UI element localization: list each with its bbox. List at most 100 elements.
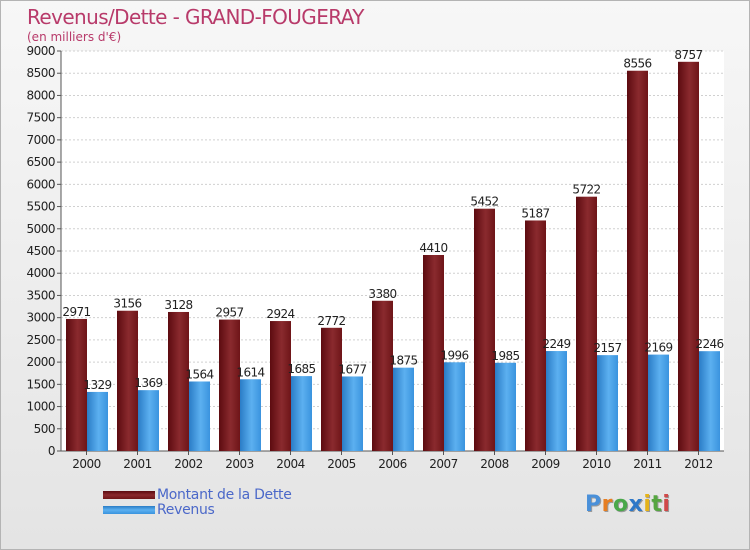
data-label-dette: 3156 [113, 297, 141, 311]
legend: Montant de la Dette Revenus [103, 486, 292, 518]
x-tick-label: 2002 [174, 457, 203, 471]
x-tick-label: 2004 [276, 457, 305, 471]
x-tick-label: 2003 [225, 457, 254, 471]
y-tick-label: 1000 [26, 400, 55, 414]
bar-dette [117, 310, 138, 451]
bar-dette [66, 318, 87, 451]
logo-letter: t [651, 492, 663, 517]
data-label-revenus: 1564 [185, 367, 213, 381]
data-label-revenus: 1875 [389, 354, 417, 368]
logo-letter: r [601, 492, 613, 517]
y-tick-label: 3500 [26, 288, 55, 302]
bar-revenus [189, 381, 210, 451]
y-tick-label: 2500 [26, 333, 55, 347]
y-tick-label: 4000 [26, 266, 55, 280]
y-tick-label: 8000 [26, 88, 55, 102]
legend-label-dette: Montant de la Dette [157, 486, 292, 503]
legend-item-revenus: Revenus [103, 501, 292, 518]
y-tick-label: 9000 [26, 44, 55, 58]
bar-dette [525, 220, 546, 451]
bar-revenus [342, 376, 363, 451]
x-tick-label: 2010 [582, 457, 611, 471]
x-tick-label: 2007 [429, 457, 458, 471]
legend-item-dette: Montant de la Dette [103, 486, 292, 503]
bar-revenus [546, 351, 567, 451]
data-label-revenus: 2246 [695, 337, 723, 351]
data-label-revenus: 1614 [236, 365, 264, 379]
bar-revenus [495, 362, 516, 451]
bar-revenus [138, 390, 159, 451]
bar-dette [678, 61, 699, 452]
y-tick-label: 8500 [26, 66, 55, 80]
y-tick-label: 6000 [26, 177, 55, 191]
y-tick-label: 4500 [26, 244, 55, 258]
logo-letter: o [612, 492, 629, 517]
chart-subtitle: (en milliers d'€) [27, 30, 122, 44]
y-tick-label: 0 [48, 444, 55, 458]
logo-letter: x [628, 492, 644, 517]
bar-revenus [444, 362, 465, 451]
data-label-dette: 2924 [266, 307, 294, 321]
bar-dette [219, 319, 240, 451]
x-tick-label: 2012 [684, 457, 713, 471]
data-label-dette: 3380 [368, 287, 396, 301]
bar-dette [372, 300, 393, 451]
data-label-dette: 5452 [470, 195, 498, 209]
data-label-revenus: 1985 [491, 349, 519, 363]
bar-dette [576, 196, 597, 451]
data-label-dette: 2957 [215, 306, 243, 320]
legend-swatch-revenus [103, 505, 155, 514]
x-tick-label: 2001 [123, 457, 152, 471]
data-label-revenus: 2169 [644, 341, 672, 355]
data-label-dette: 5187 [521, 206, 549, 220]
data-label-revenus: 1369 [134, 376, 162, 390]
y-tick-label: 500 [34, 422, 55, 436]
y-tick-label: 2000 [26, 355, 55, 369]
y-tick-label: 7000 [26, 133, 55, 147]
data-label-dette: 2772 [317, 314, 345, 328]
bar-dette [423, 255, 444, 451]
logo-letter: i [662, 492, 671, 517]
bar-dette [270, 321, 291, 451]
logo-letter: i [643, 492, 652, 517]
x-tick-label: 2011 [633, 457, 662, 471]
data-label-dette: 2971 [62, 305, 90, 319]
data-label-revenus: 1996 [440, 348, 468, 362]
data-label-dette: 5722 [572, 183, 600, 197]
proxiti-logo: Proxiti [585, 492, 670, 517]
legend-label-revenus: Revenus [157, 501, 215, 518]
data-label-revenus: 2249 [542, 337, 570, 351]
bar-dette [474, 208, 495, 451]
y-tick-label: 7500 [26, 111, 55, 125]
logo-letter: P [585, 492, 602, 517]
chart-title: Revenus/Dette - GRAND-FOUGERAY [27, 5, 364, 29]
x-tick-label: 2000 [72, 457, 101, 471]
bar-dette [321, 327, 342, 451]
x-tick-label: 2005 [327, 457, 356, 471]
data-label-dette: 3128 [164, 298, 192, 312]
bar-revenus [393, 367, 414, 451]
x-tick-label: 2008 [480, 457, 509, 471]
bar-revenus [699, 351, 720, 451]
y-tick-label: 5000 [26, 222, 55, 236]
data-label-revenus: 1677 [338, 362, 366, 376]
bar-dette [168, 311, 189, 451]
y-tick-label: 6500 [26, 155, 55, 169]
bar-dette [627, 70, 648, 451]
bar-revenus [87, 391, 108, 451]
data-label-revenus: 2157 [593, 341, 621, 355]
bar-revenus [291, 376, 312, 451]
bar-revenus [648, 354, 669, 451]
data-label-revenus: 1329 [83, 378, 111, 392]
y-tick-label: 3000 [26, 311, 55, 325]
bar-revenus [240, 379, 261, 451]
data-label-revenus: 1685 [287, 362, 315, 376]
x-tick-label: 2006 [378, 457, 407, 471]
x-tick-label: 2009 [531, 457, 560, 471]
data-label-dette: 8556 [623, 57, 651, 71]
data-label-dette: 8757 [674, 48, 702, 62]
y-tick-label: 5500 [26, 200, 55, 214]
bar-revenus [597, 355, 618, 451]
